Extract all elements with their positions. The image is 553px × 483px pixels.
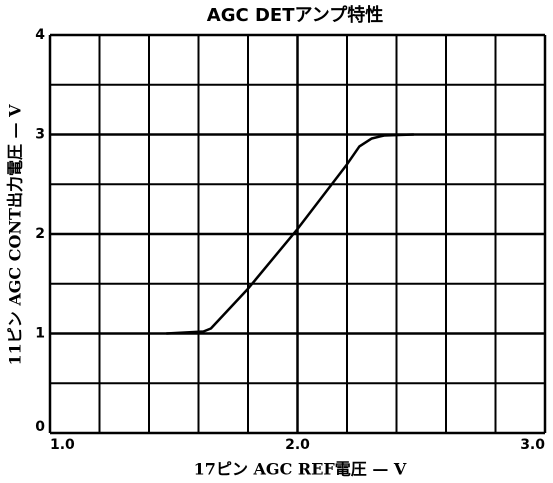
y-tick-label: 4 <box>35 27 45 43</box>
y-tick-label: 1 <box>35 326 45 342</box>
y-tick-label: 3 <box>35 127 45 143</box>
data-line <box>166 133 414 335</box>
chart-title: AGC DETアンプ特性 <box>207 4 383 26</box>
x-tick-label: 3.0 <box>520 437 545 453</box>
x-tick-label: 1.0 <box>50 437 75 453</box>
x-axis-label: 17ピン AGC REF電圧 — V <box>194 460 407 479</box>
y-tick-label: 2 <box>35 226 45 242</box>
y-axis-label: 11ピン AGC CONT出力電圧 — V <box>6 104 25 366</box>
x-tick-label: 2.0 <box>285 437 310 453</box>
y-tick-label: 0 <box>35 419 45 435</box>
